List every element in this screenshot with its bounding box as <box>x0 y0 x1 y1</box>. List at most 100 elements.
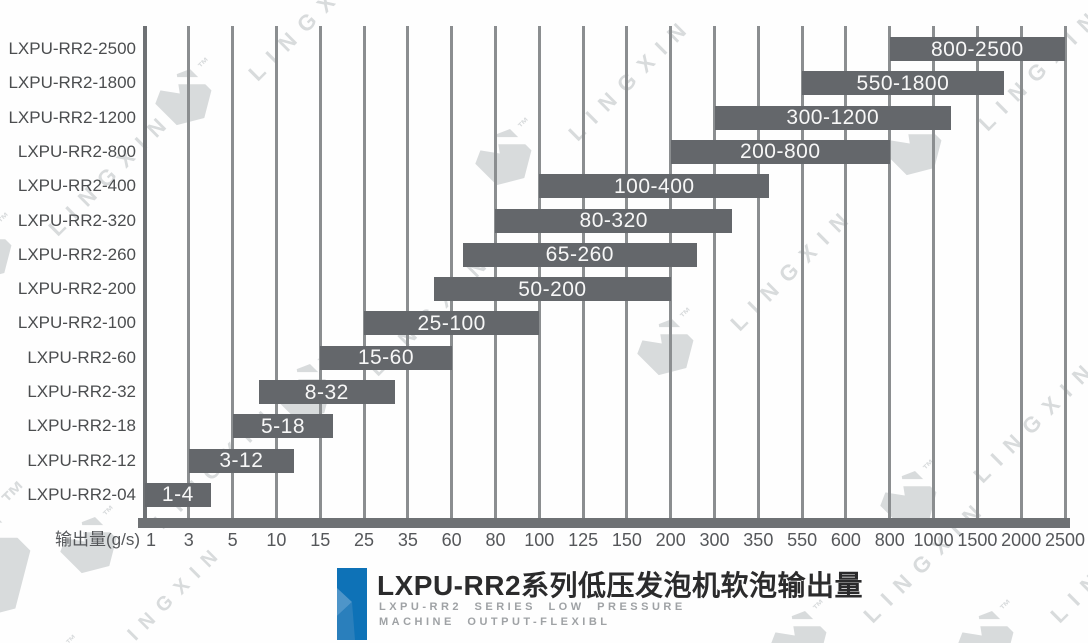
y-axis-model-label: LXPU-RR2-1200 <box>8 107 136 127</box>
range-bar-label: 3-12 <box>219 449 264 473</box>
range-bar: 550-1800 <box>802 71 1004 96</box>
range-bar-label: 50-200 <box>518 277 587 301</box>
gridline <box>581 26 585 518</box>
range-bar-label: 5-18 <box>260 414 305 438</box>
x-tick-label: 1500 <box>957 530 998 550</box>
x-tick-label: 1000 <box>913 530 954 550</box>
y-axis-model-label: LXPU-RR2-18 <box>27 416 136 436</box>
gridline <box>274 26 278 518</box>
lingxin-logo-icon <box>475 128 532 186</box>
gridline <box>1063 26 1067 518</box>
x-axis-line <box>138 518 1070 528</box>
range-bar-label: 15-60 <box>357 346 415 370</box>
y-axis-model-label: LXPU-RR2-260 <box>17 244 136 264</box>
gridline <box>800 26 804 518</box>
gridline <box>406 26 410 518</box>
x-tick-label: 3 <box>183 530 194 550</box>
range-bar-label: 80-320 <box>579 209 648 232</box>
range-bar-label: 65-260 <box>545 243 614 267</box>
gridline <box>231 26 235 518</box>
range-bar-label: 8-32 <box>304 380 349 404</box>
x-tick-label: 25 <box>354 530 375 550</box>
range-bar-label: 200-800 <box>739 140 821 164</box>
y-axis-model-label: LXPU-RR2-400 <box>17 176 136 196</box>
watermark: ™ LINGXIN <box>957 483 1088 643</box>
y-axis-model-label: LXPU-RR2-800 <box>17 141 136 161</box>
x-tick-label: 2500 <box>1044 530 1086 550</box>
gridline <box>362 26 366 518</box>
gridline <box>713 26 717 518</box>
x-tick-label: 10 <box>266 530 287 550</box>
range-bar: 15-60 <box>320 345 452 370</box>
y-axis-model-label: LXPU-RR2-2500 <box>8 39 136 58</box>
gridline <box>932 26 936 518</box>
range-bar-label: 1-4 <box>161 483 194 507</box>
trademark-icon: ™ <box>996 595 1017 616</box>
title-accent-icon <box>337 568 367 640</box>
chart-subtitle-line2: MACHINE OUTPUT-FLEXIBL <box>379 616 611 628</box>
range-bar-label: 300-1200 <box>786 106 880 130</box>
x-tick-label: 100 <box>524 530 555 550</box>
watermark-text: LINGXIN <box>1045 492 1088 628</box>
trademark-icon: ™ <box>62 631 81 643</box>
x-tick-label: 550 <box>787 530 818 550</box>
trademark-icon: ™ <box>676 303 697 324</box>
x-tick-label: 2000 <box>1001 530 1042 550</box>
range-bar: 65-260 <box>462 242 697 267</box>
range-bar: 100-400 <box>539 174 770 199</box>
range-bar: 25-100 <box>364 311 540 336</box>
x-tick-label: 35 <box>397 530 418 550</box>
lingxin-logo-icon <box>957 610 1014 643</box>
watermark: ™ <box>0 473 138 643</box>
chart-subtitle-line1: LXPU-RR2 SERIES LOW PRESSURE <box>379 601 686 613</box>
trademark-icon: ™ <box>514 113 535 134</box>
y-axis-model-label: LXPU-RR2-1800 <box>8 73 136 93</box>
y-axis-model-label: LXPU-RR2-320 <box>17 210 136 230</box>
trademark-icon: ™ <box>194 53 215 74</box>
watermark-text: LINGXIN <box>973 0 1088 136</box>
gridline <box>844 26 848 518</box>
gridline <box>888 26 892 518</box>
x-tick-label: 15 <box>310 530 331 550</box>
watermark-text: LINGXIN <box>968 352 1088 488</box>
x-tick-label: 60 <box>441 530 462 550</box>
watermark-text: LINGXIN <box>243 0 379 86</box>
y-axis-model-label: LXPU-RR2-200 <box>17 279 136 299</box>
range-bar: 1-4 <box>145 482 211 507</box>
watermark: ™ LINGXIN <box>155 0 388 159</box>
gridline <box>450 26 454 518</box>
range-bar: 80-320 <box>495 208 733 233</box>
range-bar-label: 25-100 <box>417 311 486 335</box>
y-axis-model-label: LXPU-RR2-100 <box>17 313 136 333</box>
gridline <box>318 26 322 518</box>
watermark-text: LINGXIN <box>107 538 229 643</box>
range-bar-label: 550-1800 <box>856 71 950 95</box>
y-axis-model-label: LXPU-RR2-12 <box>27 450 136 470</box>
range-bar: 200-800 <box>670 139 890 164</box>
x-tick-label: 200 <box>655 530 686 550</box>
x-tick-label: 80 <box>485 530 506 550</box>
gridline <box>1019 26 1023 518</box>
x-tick-label: 800 <box>874 530 905 550</box>
range-bar: 3-12 <box>188 448 294 473</box>
x-tick-label: 300 <box>699 530 730 550</box>
range-bar: 50-200 <box>434 277 671 302</box>
gridline <box>493 26 497 518</box>
range-bar: 300-1200 <box>714 105 952 130</box>
y-axis-model-label: LXPU-RR2-60 <box>27 347 136 367</box>
gridline <box>756 26 760 518</box>
gridline <box>625 26 629 518</box>
watermark-text: LINGXIN <box>858 492 994 628</box>
x-tick-label: 350 <box>743 530 774 550</box>
x-tick-label: 1 <box>145 530 156 550</box>
chart-title: LXPU-RR2系列低压发泡机软泡输出量 <box>377 570 864 601</box>
gridline <box>537 26 541 518</box>
range-bar-label: 100-400 <box>613 174 695 198</box>
range-bar: 8-32 <box>258 380 395 404</box>
watermark-text: LINGXIN <box>725 200 861 336</box>
range-bar: 5-18 <box>232 414 334 439</box>
gridline <box>187 26 191 518</box>
x-tick-label: 600 <box>830 530 861 550</box>
